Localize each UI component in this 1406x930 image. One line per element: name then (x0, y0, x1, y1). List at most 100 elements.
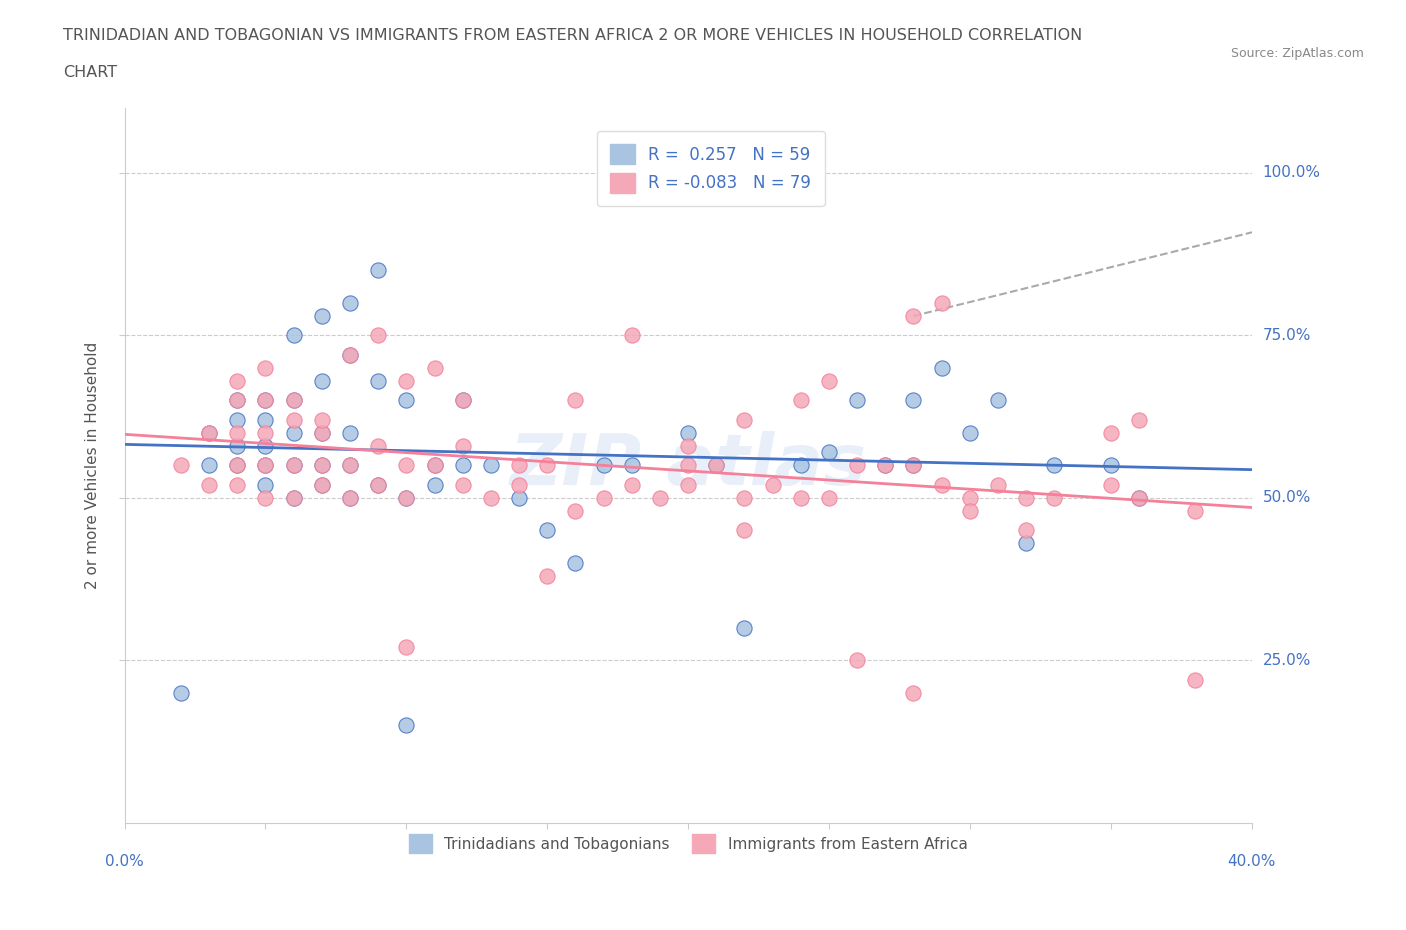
Point (311, 426, 333, 441)
Point (676, 439, 699, 454)
Point (959, 503, 981, 518)
Point (620, 328, 643, 343)
Point (283, 328, 305, 343)
Point (790, 458, 813, 473)
Point (1184, 672, 1206, 687)
Point (339, 458, 361, 473)
Point (395, 374, 418, 389)
Point (1015, 523, 1038, 538)
Point (339, 490, 361, 505)
Point (733, 620, 755, 635)
Text: CHART: CHART (63, 65, 117, 80)
Point (283, 426, 305, 441)
Point (423, 458, 446, 473)
Point (367, 477, 389, 492)
Point (170, 458, 193, 473)
Point (846, 458, 869, 473)
Point (451, 458, 474, 473)
Point (931, 477, 953, 492)
Point (903, 458, 925, 473)
Point (733, 490, 755, 505)
Point (648, 490, 671, 505)
Point (339, 490, 361, 505)
Point (875, 458, 897, 473)
Point (508, 458, 530, 473)
Point (1128, 490, 1150, 505)
Point (283, 413, 305, 428)
Point (704, 458, 727, 473)
Point (339, 348, 361, 363)
Point (254, 413, 277, 428)
Point (620, 458, 643, 473)
Point (1099, 458, 1122, 473)
Text: 40.0%: 40.0% (1227, 854, 1275, 869)
Point (198, 458, 221, 473)
Point (620, 477, 643, 492)
Point (226, 458, 249, 473)
Point (790, 393, 813, 408)
Text: Source: ZipAtlas.com: Source: ZipAtlas.com (1230, 46, 1364, 60)
Point (676, 458, 699, 473)
Legend: Trinidadians and Tobagonians, Immigrants from Eastern Africa: Trinidadians and Tobagonians, Immigrants… (396, 822, 980, 865)
Point (564, 393, 586, 408)
Point (198, 477, 221, 492)
Point (564, 503, 586, 518)
Point (367, 328, 389, 343)
Point (311, 458, 333, 473)
Point (451, 393, 474, 408)
Point (226, 426, 249, 441)
Point (987, 393, 1010, 408)
Point (903, 309, 925, 324)
Point (283, 458, 305, 473)
Point (846, 653, 869, 668)
Point (395, 458, 418, 473)
Point (311, 426, 333, 441)
Point (1128, 413, 1150, 428)
Point (311, 413, 333, 428)
Point (226, 374, 249, 389)
Point (451, 439, 474, 454)
Point (395, 640, 418, 655)
Point (536, 523, 558, 538)
Point (423, 361, 446, 376)
Point (1184, 503, 1206, 518)
Point (254, 426, 277, 441)
Point (283, 393, 305, 408)
Point (1128, 490, 1150, 505)
Point (198, 426, 221, 441)
Text: ZIP atlas: ZIP atlas (509, 431, 866, 500)
Text: 25.0%: 25.0% (1263, 653, 1310, 668)
Point (931, 361, 953, 376)
Point (536, 568, 558, 583)
Point (339, 458, 361, 473)
Text: 100.0%: 100.0% (1263, 166, 1320, 180)
Point (1015, 536, 1038, 551)
Point (479, 490, 502, 505)
Point (367, 439, 389, 454)
Point (395, 490, 418, 505)
Point (226, 393, 249, 408)
Point (254, 393, 277, 408)
Point (790, 490, 813, 505)
Point (339, 426, 361, 441)
Point (508, 477, 530, 492)
Point (254, 393, 277, 408)
Point (170, 685, 193, 700)
Point (704, 458, 727, 473)
Point (283, 458, 305, 473)
Text: 0.0%: 0.0% (105, 854, 143, 869)
Point (451, 477, 474, 492)
Point (311, 477, 333, 492)
Point (1043, 490, 1066, 505)
Point (818, 374, 841, 389)
Point (254, 458, 277, 473)
Point (254, 477, 277, 492)
Point (423, 458, 446, 473)
Point (339, 296, 361, 311)
Point (226, 477, 249, 492)
Point (283, 393, 305, 408)
Point (903, 458, 925, 473)
Point (254, 439, 277, 454)
Point (846, 393, 869, 408)
Point (1043, 458, 1066, 473)
